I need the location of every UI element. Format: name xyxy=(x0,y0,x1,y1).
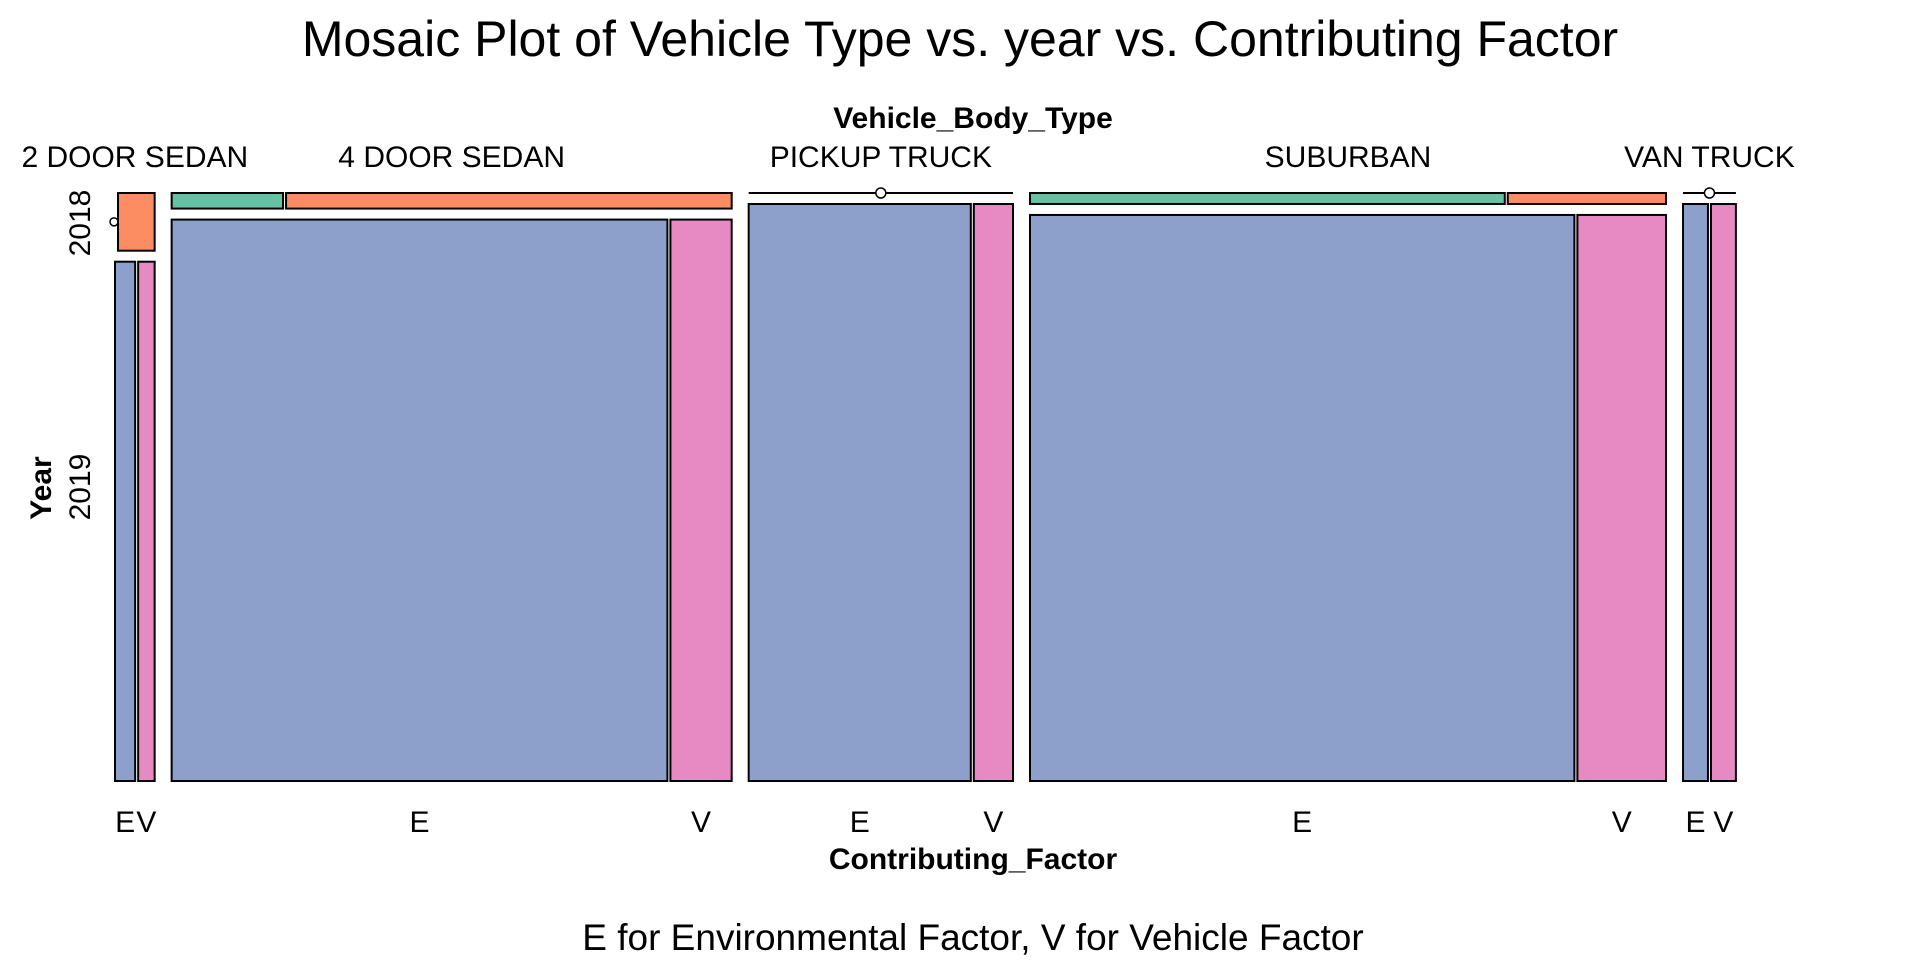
factor-label-E-2-door-sedan: E xyxy=(115,806,135,839)
factor-label-E-suburban: E xyxy=(1292,806,1312,839)
vehicle-column-van-truck xyxy=(1682,187,1737,782)
chart-title: Mosaic Plot of Vehicle Type vs. year vs.… xyxy=(302,11,1618,67)
vehicle-column-2-door-sedan xyxy=(109,192,156,782)
zero-row-marker-2018-van-truck xyxy=(1703,187,1716,199)
factor-label-V-4-door-sedan: V xyxy=(691,806,711,839)
cell-2018-V-2-door-sedan xyxy=(117,192,156,252)
vehicle-type-label-4-door-sedan: 4 DOOR SEDAN xyxy=(338,141,565,174)
cell-2018-E-suburban xyxy=(1028,192,1506,205)
year-label-2018: 2018 xyxy=(64,190,97,257)
vehicle-type-labels: 2 DOOR SEDAN 4 DOOR SEDAN PICKUP TRUCK SUBU… xyxy=(21,141,1794,174)
cell-2019-E-van-truck xyxy=(1682,203,1709,782)
factor-label-V-pickup-truck: V xyxy=(983,806,1003,839)
cell-2019-V-pickup-truck xyxy=(972,203,1014,782)
year-tick-labels: 2018 2019 xyxy=(64,190,97,521)
vehicle-type-label-suburban: SUBURBAN xyxy=(1265,141,1432,174)
factor-label-V-suburban: V xyxy=(1612,806,1632,839)
cell-2019-E-4-door-sedan xyxy=(170,218,669,783)
vehicle-type-label-van-truck: VAN TRUCK xyxy=(1624,141,1795,174)
caption: E for Environmental Factor, V for Vehicl… xyxy=(582,917,1363,958)
zero-row-marker-2018-pickup-truck xyxy=(875,187,887,199)
vehicle-type-label-pickup-truck: PICKUP TRUCK xyxy=(770,141,992,174)
factor-label-V-van-truck: V xyxy=(1713,806,1733,839)
cell-2018-E-4-door-sedan xyxy=(170,192,285,210)
vehicle-column-suburban xyxy=(1028,192,1668,782)
zero-cell-marker-2018-E-2-door-sedan xyxy=(109,217,119,227)
cell-2018-V-suburban xyxy=(1506,192,1668,205)
cell-2019-V-2-door-sedan xyxy=(137,260,156,782)
cell-2019-V-van-truck xyxy=(1709,203,1737,782)
cell-2019-E-suburban xyxy=(1028,213,1576,782)
top-variable-label: Vehicle_Body_Type xyxy=(833,102,1113,135)
factor-label-E-4-door-sedan: E xyxy=(410,806,430,839)
year-label-2019: 2019 xyxy=(64,454,97,521)
factor-label-E-pickup-truck: E xyxy=(850,806,870,839)
vehicle-column-pickup-truck xyxy=(747,187,1014,782)
vehicle-type-label-2-door-sedan: 2 DOOR SEDAN xyxy=(21,141,248,174)
factor-label-E-van-truck: E xyxy=(1685,806,1705,839)
left-variable-label: Year xyxy=(25,456,58,520)
cell-2019-E-2-door-sedan xyxy=(114,260,137,782)
vehicle-column-4-door-sedan xyxy=(170,192,733,783)
bottom-variable-label: Contributing_Factor xyxy=(829,843,1118,876)
cell-2019-V-suburban xyxy=(1576,213,1668,782)
mosaic-cells xyxy=(109,187,1737,783)
cell-2019-V-4-door-sedan xyxy=(669,218,733,783)
cell-2019-E-pickup-truck xyxy=(747,203,972,782)
factor-label-V-2-door-sedan: V xyxy=(136,806,156,839)
cell-2018-V-4-door-sedan xyxy=(285,192,733,210)
